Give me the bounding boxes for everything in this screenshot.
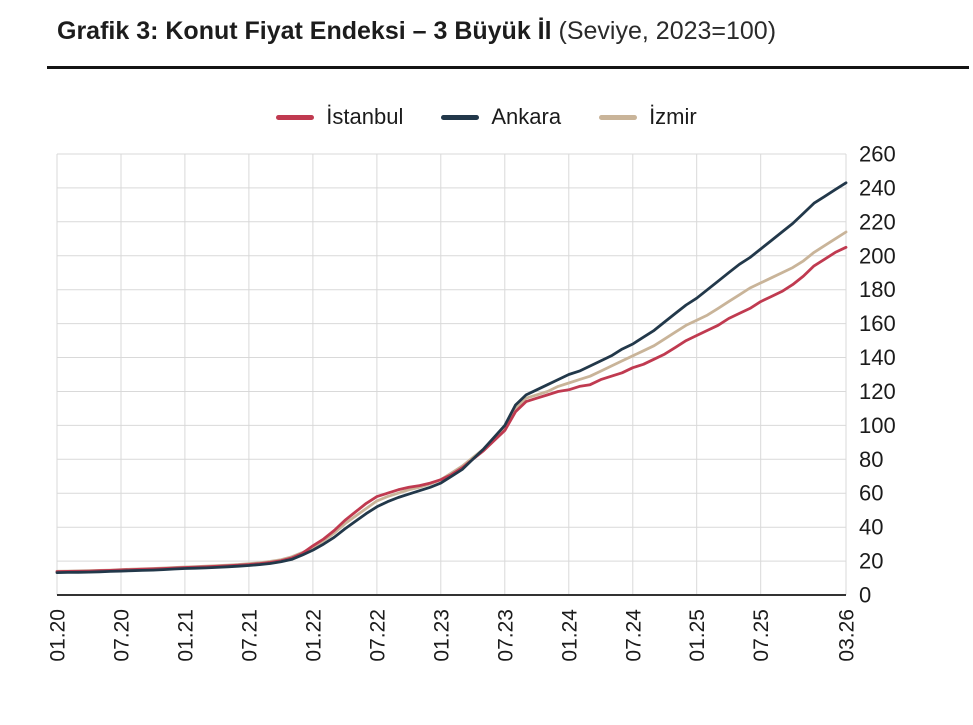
legend-item-i̇stanbul: İstanbul — [276, 104, 403, 130]
svg-text:01.25: 01.25 — [686, 609, 709, 662]
svg-text:260: 260 — [859, 142, 896, 167]
svg-text:01.24: 01.24 — [558, 609, 581, 662]
svg-text:07.24: 07.24 — [622, 609, 645, 662]
legend-swatch-i̇zmir — [599, 114, 638, 120]
chart-title-main: Grafik 3: Konut Fiyat Endeksi – 3 Büyük … — [57, 17, 552, 45]
svg-text:240: 240 — [859, 175, 896, 200]
chart-title-subtitle: (Seviye, 2023=100) — [558, 17, 777, 45]
legend-item-i̇zmir: İzmir — [599, 104, 697, 130]
legend-label: İstanbul — [326, 104, 404, 129]
svg-text:01.20: 01.20 — [47, 609, 70, 662]
legend: İstanbul Ankara İzmir — [0, 104, 973, 130]
title-divider — [47, 66, 969, 69]
chart-area: 0 20 40 60 80 100 120 140 160 180 200 220 240 260 01.2… — [0, 140, 973, 720]
legend-item-ankara: Ankara — [441, 104, 561, 130]
svg-text:0: 0 — [859, 583, 871, 608]
svg-text:180: 180 — [859, 277, 896, 302]
svg-text:07.22: 07.22 — [366, 609, 389, 662]
svg-text:80: 80 — [859, 447, 883, 472]
legend-swatch-i̇stanbul — [276, 114, 315, 120]
line-chart: 0 20 40 60 80 100 120 140 160 180 200 220 240 260 01.2… — [47, 142, 896, 662]
svg-text:07.25: 07.25 — [750, 609, 773, 662]
svg-text:140: 140 — [859, 345, 896, 370]
svg-text:120: 120 — [859, 379, 896, 404]
svg-text:40: 40 — [859, 515, 883, 540]
chart-header: Grafik 3: Konut Fiyat Endeksi – 3 Büyük … — [0, 0, 973, 46]
legend-label: Ankara — [491, 104, 562, 129]
legend-label: İzmir — [649, 104, 697, 129]
svg-text:01.21: 01.21 — [174, 609, 197, 662]
svg-text:100: 100 — [859, 413, 896, 438]
svg-text:07.23: 07.23 — [494, 609, 517, 662]
svg-text:03.26: 03.26 — [836, 609, 859, 662]
legend-swatch-ankara — [441, 114, 480, 120]
svg-text:01.23: 01.23 — [430, 609, 453, 662]
svg-text:20: 20 — [859, 549, 883, 574]
svg-text:07.20: 07.20 — [111, 609, 134, 662]
svg-text:220: 220 — [859, 209, 896, 234]
svg-text:60: 60 — [859, 481, 883, 506]
svg-text:07.21: 07.21 — [238, 609, 261, 662]
svg-text:200: 200 — [859, 243, 896, 268]
page-title: Grafik 3: Konut Fiyat Endeksi – 3 Büyük … — [57, 16, 973, 46]
svg-text:01.22: 01.22 — [302, 609, 325, 662]
svg-text:160: 160 — [859, 311, 896, 336]
